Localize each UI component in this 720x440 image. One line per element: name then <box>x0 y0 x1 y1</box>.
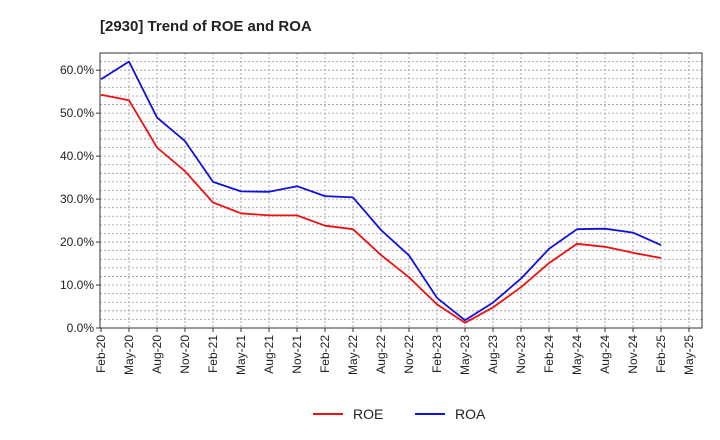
x-tick-label: Nov-24 <box>626 335 640 374</box>
x-tick-label: Feb-22 <box>318 335 332 373</box>
x-tick-label: Aug-22 <box>374 335 388 374</box>
x-tick-label: Feb-25 <box>654 335 668 373</box>
legend-label-roe: ROE <box>353 406 383 422</box>
plot-frame <box>99 52 703 329</box>
x-tick-label: Aug-24 <box>598 335 612 374</box>
x-tick-label: Feb-21 <box>206 335 220 373</box>
y-tick-label: 10.0% <box>60 278 94 292</box>
x-tick-label: Nov-22 <box>402 335 416 374</box>
y-tick-label: 60.0% <box>60 63 94 77</box>
legend-label-roa: ROA <box>455 406 486 422</box>
x-tick-label: Aug-21 <box>262 335 276 374</box>
x-tick-label: Nov-20 <box>178 335 192 374</box>
y-tick-label: 40.0% <box>60 149 94 163</box>
x-axis-ticks: Feb-20 May-20 Aug-20 Nov-20 Feb-21 May-21 Aug-… <box>94 328 696 375</box>
series-line-roe <box>100 93 662 324</box>
horizontal-gridlines <box>100 61 702 320</box>
y-axis-ticks: 0.0% 10.0% 20.0% 30.0% 40.0% 50.0% 60.0% <box>60 63 100 335</box>
legend: ROE ROA <box>313 406 486 422</box>
x-tick-label: Feb-24 <box>542 335 556 373</box>
series-line-roa <box>100 60 662 322</box>
x-tick-label: Feb-23 <box>430 335 444 373</box>
x-tick-label: Nov-23 <box>514 335 528 374</box>
y-tick-label: 50.0% <box>60 106 94 120</box>
y-tick-label: 20.0% <box>60 235 94 249</box>
x-tick-label: Aug-23 <box>486 335 500 374</box>
series-lines <box>100 60 662 324</box>
x-tick-label: Aug-20 <box>150 335 164 374</box>
x-tick-label: Nov-21 <box>290 335 304 374</box>
x-tick-label: May-23 <box>458 335 472 375</box>
x-tick-label: May-25 <box>682 335 696 375</box>
y-tick-label: 30.0% <box>60 192 94 206</box>
x-tick-label: May-21 <box>234 335 248 375</box>
x-tick-label: May-20 <box>122 335 136 375</box>
x-tick-label: Feb-20 <box>94 335 108 373</box>
x-tick-label: May-22 <box>346 335 360 375</box>
chart-title: [2930] Trend of ROE and ROA <box>100 18 312 35</box>
y-tick-label: 0.0% <box>67 321 95 335</box>
x-tick-label: May-24 <box>570 335 584 375</box>
